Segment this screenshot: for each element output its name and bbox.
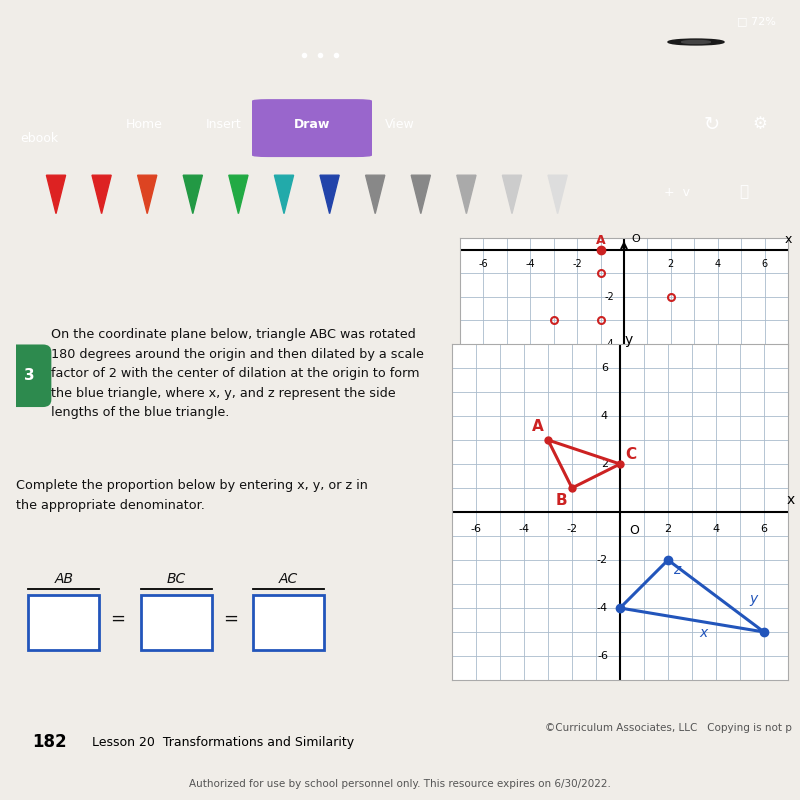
Polygon shape <box>183 175 202 214</box>
FancyBboxPatch shape <box>29 594 99 650</box>
Circle shape <box>682 41 710 43</box>
Text: ebook: ebook <box>20 132 58 145</box>
Text: Lesson 20  Transformations and Similarity: Lesson 20 Transformations and Similarity <box>92 736 354 749</box>
Text: 6: 6 <box>601 363 608 373</box>
FancyBboxPatch shape <box>252 99 372 157</box>
Polygon shape <box>46 175 66 214</box>
Text: ⚙: ⚙ <box>753 115 767 134</box>
Text: AB: AB <box>54 571 74 586</box>
Text: -2: -2 <box>605 292 614 302</box>
Polygon shape <box>457 175 476 214</box>
Text: -2: -2 <box>597 555 608 565</box>
FancyBboxPatch shape <box>141 594 211 650</box>
Text: -2: -2 <box>572 259 582 270</box>
FancyBboxPatch shape <box>253 594 324 650</box>
Text: -4: -4 <box>597 603 608 613</box>
Text: 4: 4 <box>714 259 721 270</box>
Text: B: B <box>555 493 567 508</box>
Text: -6: -6 <box>605 386 614 395</box>
Text: Draw: Draw <box>294 118 330 131</box>
Text: On the coordinate plane below, triangle ABC was rotated
180 degrees around the o: On the coordinate plane below, triangle … <box>51 329 424 419</box>
Text: AC: AC <box>279 571 298 586</box>
Text: A: A <box>596 234 606 247</box>
Polygon shape <box>274 175 294 214</box>
Text: 6: 6 <box>761 524 767 534</box>
Text: Complete the proportion below by entering x, y, or z in
the appropriate denomina: Complete the proportion below by enterin… <box>16 479 368 512</box>
Text: -6: -6 <box>478 259 488 270</box>
Text: ↻: ↻ <box>704 115 720 134</box>
Text: 2: 2 <box>665 524 671 534</box>
Text: z: z <box>673 563 680 578</box>
Text: -6: -6 <box>470 524 482 534</box>
Text: -4: -4 <box>605 338 614 349</box>
Text: x: x <box>699 626 707 640</box>
FancyBboxPatch shape <box>8 345 51 407</box>
Polygon shape <box>320 175 339 214</box>
Text: x: x <box>786 493 794 506</box>
Text: Insert: Insert <box>206 118 242 131</box>
Text: O: O <box>631 234 640 244</box>
Text: ⧉: ⧉ <box>739 185 749 199</box>
Text: 2: 2 <box>601 459 608 469</box>
Polygon shape <box>548 175 567 214</box>
Polygon shape <box>229 175 248 214</box>
Text: -2: -2 <box>566 524 578 534</box>
Text: O: O <box>630 524 639 537</box>
Text: 3: 3 <box>25 368 35 383</box>
Text: 4: 4 <box>713 524 719 534</box>
Text: +  v: + v <box>664 186 690 198</box>
Text: =: = <box>222 610 238 628</box>
Text: y: y <box>624 333 633 347</box>
Text: x: x <box>784 233 792 246</box>
Text: Home: Home <box>126 118 162 131</box>
Text: ©Curriculum Associates, LLC   Copying is not p: ©Curriculum Associates, LLC Copying is n… <box>545 723 792 733</box>
Text: 2: 2 <box>668 259 674 270</box>
Text: A: A <box>531 419 543 434</box>
Text: View: View <box>385 118 415 131</box>
Text: C: C <box>625 446 636 462</box>
Text: 4: 4 <box>601 411 608 421</box>
Text: =: = <box>110 610 126 628</box>
Polygon shape <box>502 175 522 214</box>
Text: y: y <box>750 592 758 606</box>
Polygon shape <box>138 175 157 214</box>
Text: □ 72%: □ 72% <box>737 16 776 26</box>
Text: Authorized for use by school personnel only. This resource expires on 6/30/2022.: Authorized for use by school personnel o… <box>189 779 611 789</box>
Polygon shape <box>366 175 385 214</box>
Circle shape <box>668 39 724 45</box>
Text: -4: -4 <box>518 524 530 534</box>
Polygon shape <box>92 175 111 214</box>
Text: BC: BC <box>166 571 186 586</box>
Polygon shape <box>411 175 430 214</box>
Text: -6: -6 <box>597 651 608 661</box>
Text: 182: 182 <box>32 734 66 751</box>
Text: -4: -4 <box>526 259 535 270</box>
Text: 6: 6 <box>762 259 768 270</box>
